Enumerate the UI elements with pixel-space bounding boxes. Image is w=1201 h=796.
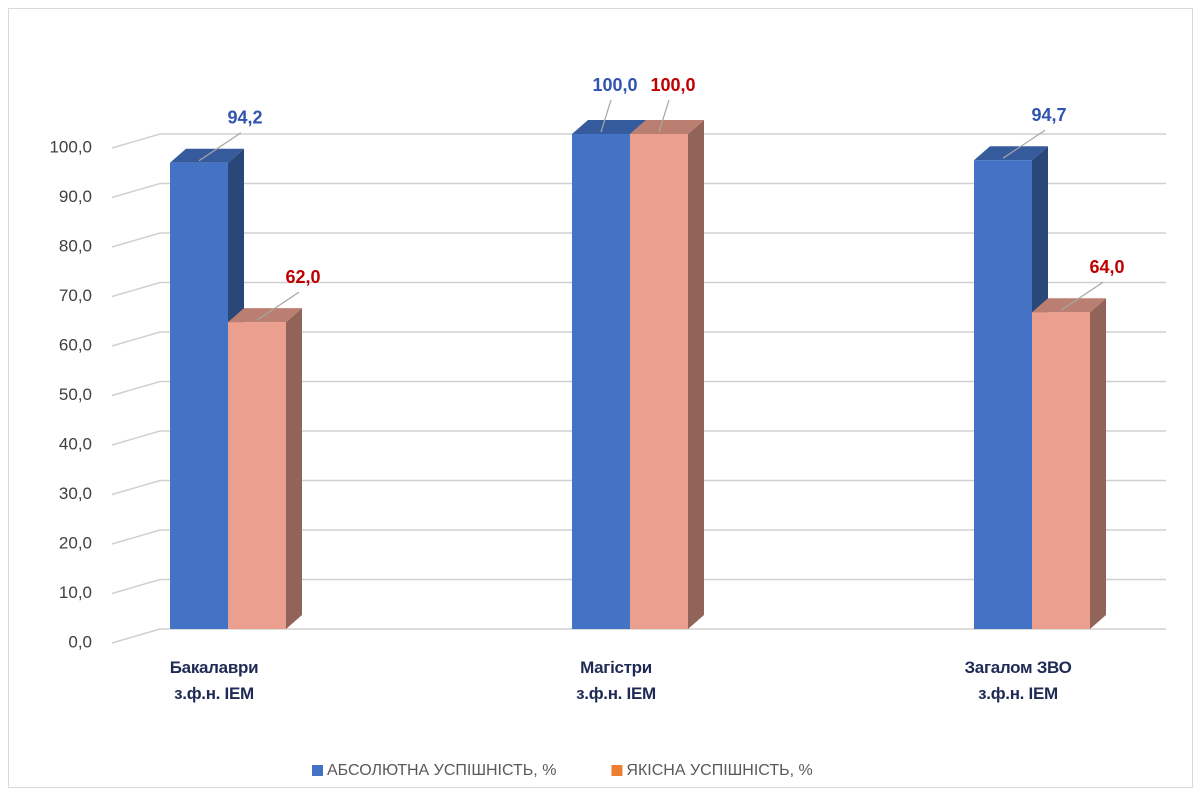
- value-label: 100,0: [592, 75, 637, 95]
- y-tick-label: 50,0: [59, 385, 92, 404]
- grid-line: [111, 529, 1166, 545]
- leader-line: [256, 291, 300, 321]
- y-tick-label: 60,0: [59, 335, 92, 354]
- leader-line: [1060, 281, 1104, 311]
- grid-line: [111, 578, 1166, 595]
- y-tick-label: 0,0: [68, 632, 92, 651]
- y-tick-label: 100,0: [49, 137, 92, 156]
- value-label: 94,7: [1031, 105, 1066, 125]
- bar-top: [572, 120, 646, 134]
- bar-front: [170, 162, 228, 629]
- bar-side: [688, 120, 704, 629]
- legend-label: ЯКІСНА УСПІШНІСТЬ, %: [626, 762, 812, 779]
- value-label: 94,2: [227, 107, 262, 127]
- bar-front: [630, 134, 688, 629]
- y-tick-label: 30,0: [59, 484, 92, 503]
- grid-line: [111, 479, 1166, 496]
- bar-front: [572, 134, 630, 629]
- y-tick-label: 90,0: [59, 187, 92, 206]
- bar-top: [630, 120, 704, 134]
- grid-line: [111, 380, 1166, 397]
- bar: [228, 308, 302, 629]
- x-tick-label: Загалом ЗВО з.ф.н. ІЕМ: [964, 658, 1072, 703]
- legend-swatch: [312, 765, 323, 776]
- grid-line: [111, 182, 1166, 199]
- grid-line: [111, 430, 1166, 446]
- grid-line: [111, 281, 1166, 298]
- chart-frame: [8, 8, 1193, 788]
- y-tick-label: 80,0: [59, 236, 92, 255]
- grid-line: [111, 133, 1166, 149]
- y-tick-label: 70,0: [59, 286, 92, 305]
- leader-line: [658, 99, 670, 133]
- bar: [1032, 298, 1106, 629]
- value-label: 62,0: [285, 267, 320, 287]
- bar-front: [974, 160, 1032, 630]
- leader-line: [1002, 129, 1046, 159]
- grid-line: [111, 232, 1166, 248]
- bar-front: [1032, 312, 1090, 629]
- leader-line: [600, 99, 612, 133]
- y-tick-label: 40,0: [59, 434, 92, 453]
- bar-side: [286, 308, 302, 629]
- x-tick-label: Бакалаври з.ф.н. ІЕМ: [169, 658, 259, 703]
- legend-swatch: [611, 765, 623, 776]
- value-label: 100,0: [650, 75, 695, 95]
- x-tick-label: Магістри з.ф.н. ІЕМ: [576, 658, 656, 703]
- grid-line: [111, 331, 1166, 347]
- bar: [630, 120, 704, 629]
- bar-side: [1090, 298, 1106, 629]
- grid-line: [111, 628, 1166, 644]
- leader-line: [198, 132, 242, 162]
- y-tick-label: 10,0: [59, 583, 92, 602]
- y-tick-label: 20,0: [59, 533, 92, 552]
- value-label: 64,0: [1089, 257, 1124, 277]
- bar-front: [228, 322, 286, 629]
- legend-label: АБСОЛЮТНА УСПІШНІСТЬ, %: [327, 762, 556, 779]
